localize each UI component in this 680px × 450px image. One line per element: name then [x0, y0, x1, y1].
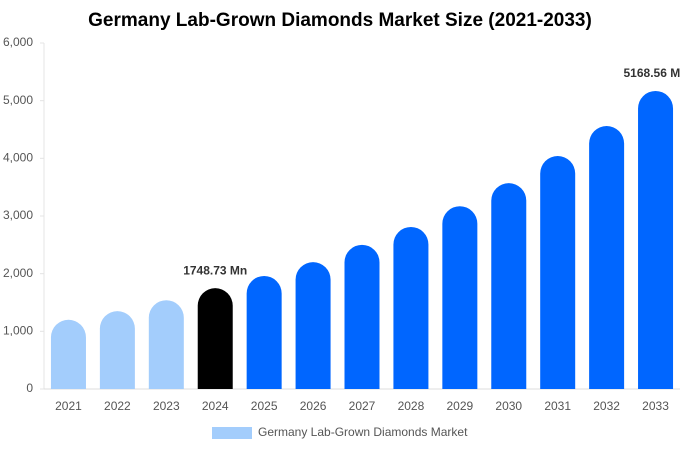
x-tick-label: 2031: [544, 399, 571, 413]
x-tick-label: 2030: [495, 399, 522, 413]
bar: [442, 206, 478, 389]
x-tick-label: 2033: [642, 399, 669, 413]
bar: [246, 275, 282, 389]
x-tick-label: 2024: [202, 399, 229, 413]
x-tick-label: 2022: [104, 399, 131, 413]
y-tick-label: 5,000: [3, 93, 33, 107]
bar: [589, 126, 625, 389]
chart-title: Germany Lab-Grown Diamonds Market Size (…: [88, 10, 592, 31]
x-tick-label: 2025: [251, 399, 278, 413]
bar: [295, 262, 331, 389]
bar: [148, 300, 184, 389]
bar: [344, 244, 380, 389]
y-tick-label: 1,000: [3, 324, 33, 338]
bar: [50, 319, 86, 389]
x-tick-label: 2026: [300, 399, 327, 413]
bar: [197, 288, 233, 389]
x-tick-label: 2032: [593, 399, 620, 413]
value-label: 5168.56 Mn: [624, 66, 680, 80]
x-tick-label: 2028: [398, 399, 425, 413]
bar: [99, 311, 135, 389]
bar: [393, 226, 429, 389]
bar: [638, 90, 674, 389]
y-tick-label: 4,000: [3, 151, 33, 165]
y-tick-label: 0: [26, 381, 33, 395]
bar: [540, 156, 576, 389]
value-label: 1748.73 Mn: [183, 263, 247, 277]
x-tick-label: 2021: [55, 399, 82, 413]
y-tick-label: 3,000: [3, 208, 33, 222]
y-tick-label: 2,000: [3, 266, 33, 280]
legend-swatch: [212, 427, 252, 439]
legend-label: Germany Lab-Grown Diamonds Market: [258, 425, 468, 439]
y-tick-label: 6,000: [3, 35, 33, 49]
x-tick-label: 2023: [153, 399, 180, 413]
x-tick-label: 2027: [349, 399, 376, 413]
bar: [491, 183, 527, 389]
x-tick-label: 2029: [446, 399, 473, 413]
